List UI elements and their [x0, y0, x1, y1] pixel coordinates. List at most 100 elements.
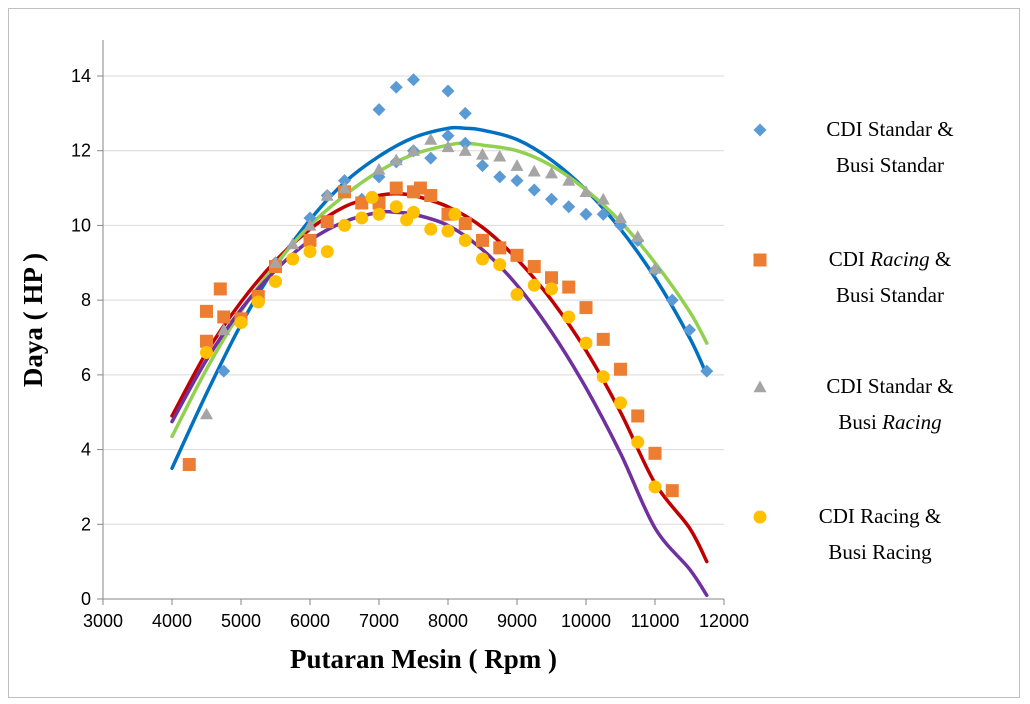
data-point-series-2 [213, 282, 227, 296]
data-point-series-3 [441, 140, 455, 153]
y-tick-label: 6 [81, 365, 91, 385]
data-point-series-4 [596, 370, 610, 384]
data-point-series-3 [269, 256, 282, 268]
legend-marker-series-4 [753, 510, 767, 524]
data-point-series-3 [389, 153, 403, 166]
x-axis-title: Putaran Mesin ( Rpm ) [290, 644, 557, 674]
data-point-series-2 [631, 409, 645, 423]
y-tick-label: 0 [81, 589, 91, 609]
data-point-series-4 [365, 190, 379, 204]
data-point-series-2 [562, 280, 576, 294]
data-point-series-1 [424, 151, 438, 165]
data-point-series-3 [424, 133, 438, 145]
y-tick-label: 4 [81, 440, 91, 460]
data-point-series-4 [458, 233, 472, 247]
data-point-series-4 [579, 336, 593, 350]
data-point-series-4 [407, 205, 420, 219]
tick-labels: 3000 4000 5000 6000 7000 8000 9000 10000 11000 12… [71, 66, 749, 631]
data-point-series-3 [458, 144, 472, 156]
y-tick-label: 12 [71, 141, 91, 161]
x-tick-label: 7000 [359, 611, 399, 631]
data-point-series-1 [510, 174, 524, 188]
data-point-series-3 [217, 323, 231, 336]
x-tick-label: 6000 [290, 611, 330, 631]
data-point-series-1 [476, 159, 489, 173]
data-point-series-4 [389, 200, 403, 214]
x-tick-label: 5000 [221, 611, 261, 631]
gridlines [103, 75, 724, 525]
legend-label-series-4: Busi Racing [828, 540, 932, 564]
data-point-series-4 [476, 252, 489, 266]
data-point-series-1 [407, 73, 420, 87]
data-point-series-4 [251, 295, 265, 309]
data-point-series-4 [372, 207, 386, 221]
data-point-series-3 [614, 211, 627, 224]
data-point-series-1 [303, 211, 317, 225]
legend-label-series-2: CDI Racing & [829, 247, 952, 271]
x-tick-label: 11000 [631, 611, 680, 631]
data-point-series-3 [510, 159, 524, 171]
data-point-series-1 [545, 192, 558, 206]
legend-label-series-4: CDI Racing & [819, 504, 941, 528]
data-point-series-2 [217, 310, 231, 324]
data-point-series-2 [200, 334, 213, 348]
legend-label-series-2: Busi Standar [836, 283, 944, 307]
data-point-series-4 [614, 396, 627, 410]
y-tick-label: 10 [71, 215, 91, 235]
data-point-series-2 [648, 446, 662, 460]
y-tick-label: 2 [81, 514, 91, 534]
data-point-series-4 [200, 345, 213, 359]
data-point-series-3 [579, 185, 593, 198]
data-point-series-1 [372, 103, 386, 117]
data-point-series-2 [200, 304, 213, 318]
legend: CDI Standar & Busi Standar CDI Racing & Bus… [753, 117, 954, 564]
x-tick-label: 9000 [497, 611, 537, 631]
data-point-series-1 [458, 136, 472, 150]
data-point-series-1 [217, 364, 231, 378]
x-tick-label: 12000 [699, 611, 749, 631]
x-tick-label: 10000 [561, 611, 611, 631]
data-point-series-4 [338, 218, 351, 232]
data-point-series-1 [579, 207, 593, 221]
data-point-series-3 [562, 174, 576, 186]
data-point-series-3 [286, 237, 300, 250]
data-point-series-1 [665, 293, 679, 307]
data-point-series-1 [338, 174, 351, 188]
trend-line-series-4 [170, 209, 709, 598]
y-tick-label: 8 [81, 290, 91, 310]
data-point-series-2 [510, 248, 524, 262]
legend-marker-series-1 [753, 123, 767, 137]
data-point-series-3 [545, 166, 558, 179]
legend-label-series-3: CDI Standar & [826, 374, 953, 398]
x-tick-label: 4000 [152, 611, 192, 631]
data-point-series-2 [579, 301, 593, 315]
data-point-series-4 [269, 274, 282, 288]
data-point-series-4 [648, 480, 662, 494]
data-point-series-2 [424, 189, 438, 203]
data-point-series-4 [441, 224, 455, 238]
data-point-series-4 [355, 211, 369, 225]
data-point-series-2 [493, 241, 507, 255]
data-point-series-3 [200, 407, 213, 420]
data-point-series-3 [303, 218, 317, 231]
data-point-series-1 [441, 129, 455, 143]
data-point-series-4 [562, 310, 576, 324]
data-point-series-1 [441, 84, 455, 98]
legend-marker-series-2 [753, 253, 767, 267]
data-point-series-2 [527, 260, 541, 274]
data-point-series-2 [476, 233, 489, 247]
chart-frame [8, 8, 1020, 698]
legend-label-series-1: CDI Standar & [826, 117, 953, 141]
data-point-series-4 [510, 288, 524, 302]
data-point-series-4 [303, 245, 317, 259]
data-point-series-2 [355, 196, 369, 210]
trend-lines [170, 125, 709, 598]
trend-line-series-2 [170, 191, 709, 564]
data-point-series-2 [596, 332, 610, 346]
data-point-series-3 [338, 181, 351, 194]
data-point-series-1 [596, 207, 610, 221]
data-point-series-3 [476, 147, 489, 160]
data-point-series-3 [631, 230, 645, 242]
trend-line-series-1 [170, 125, 709, 471]
